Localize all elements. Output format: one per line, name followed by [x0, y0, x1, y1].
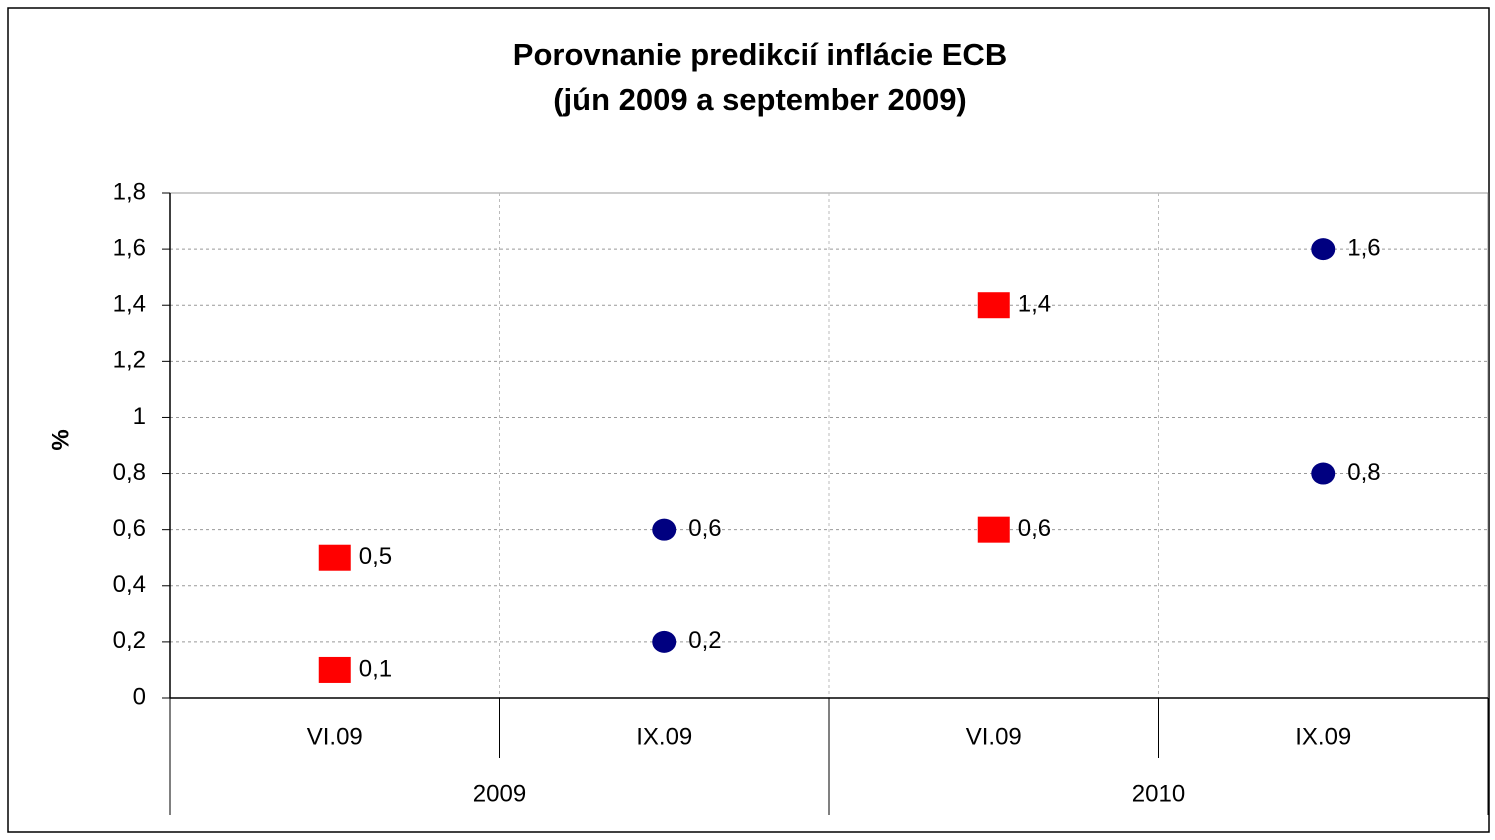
- data-label: 0,2: [688, 627, 721, 654]
- data-label: 0,6: [688, 515, 721, 542]
- chart-border: [7, 7, 1490, 833]
- data-label: 0,6: [1018, 515, 1051, 542]
- group-label: 2009: [473, 780, 526, 807]
- y-tick-label: 0,6: [113, 515, 146, 542]
- y-tick-label: 0: [133, 683, 146, 710]
- data-point: [977, 292, 1010, 319]
- data-point: [977, 516, 1010, 543]
- x-tick-label: IX.09: [1295, 723, 1351, 750]
- y-tick-label: 0,4: [113, 571, 146, 598]
- y-tick-label: 1,6: [113, 234, 146, 261]
- data-label: 0,1: [359, 655, 392, 682]
- data-point: [1311, 238, 1336, 261]
- data-point: [318, 544, 351, 571]
- x-tick-label: VI.09: [307, 723, 363, 750]
- data-label: 0,8: [1347, 459, 1380, 486]
- y-tick-label: 1,4: [113, 291, 146, 318]
- data-label: 1,6: [1347, 234, 1380, 261]
- data-point: [318, 656, 351, 683]
- group-label: 2010: [1132, 780, 1185, 807]
- y-tick-label: 0,2: [113, 627, 146, 654]
- chart-subtitle: (jún 2009 a september 2009): [553, 82, 967, 117]
- y-tick-label: 1: [133, 403, 146, 430]
- data-point: [652, 518, 677, 541]
- y-tick-label: 1,8: [113, 178, 146, 205]
- y-tick-label: 0,8: [113, 459, 146, 486]
- x-tick-label: VI.09: [966, 723, 1022, 750]
- data-point: [652, 630, 677, 653]
- data-label: 1,4: [1018, 291, 1051, 318]
- data-point: [1311, 462, 1336, 485]
- x-tick-label: IX.09: [636, 723, 692, 750]
- chart-title: Porovnanie predikcií inflácie ECB: [513, 37, 1007, 72]
- y-tick-label: 1,2: [113, 347, 146, 374]
- y-axis-label: %: [47, 429, 74, 450]
- data-label: 0,5: [359, 543, 392, 570]
